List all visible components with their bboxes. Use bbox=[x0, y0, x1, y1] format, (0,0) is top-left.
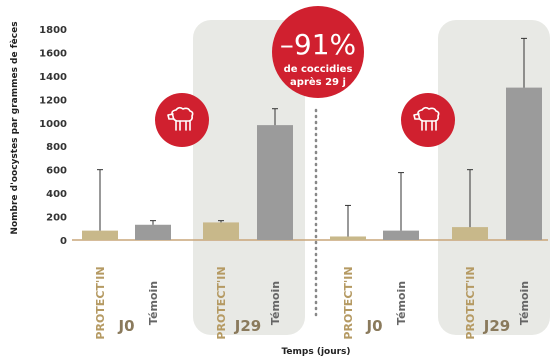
bars bbox=[82, 37, 542, 240]
bar bbox=[452, 227, 488, 240]
group-label: J29 bbox=[234, 317, 261, 335]
x-axis-label: Temps (jours) bbox=[281, 347, 350, 357]
y-tick-label: 200 bbox=[46, 213, 67, 224]
category-label: Témoin bbox=[395, 281, 408, 325]
bar bbox=[257, 125, 293, 240]
y-tick-label: 0 bbox=[60, 236, 67, 247]
y-tick-label: 1800 bbox=[39, 25, 67, 36]
bar bbox=[506, 87, 542, 240]
category-label: PROTECT'IN bbox=[215, 266, 228, 339]
bar bbox=[330, 236, 366, 240]
sheep-icon bbox=[155, 93, 209, 147]
reduction-line2: après 29 j bbox=[290, 76, 346, 88]
highlight-panel bbox=[193, 20, 305, 335]
reduction-value: –91% bbox=[280, 28, 356, 61]
y-tick-label: 800 bbox=[46, 142, 67, 153]
category-label: PROTECT'IN bbox=[464, 266, 477, 339]
y-tick-label: 1200 bbox=[39, 95, 67, 106]
highlight-panels bbox=[193, 20, 550, 335]
reduction-line1: de coccidies bbox=[284, 64, 353, 75]
category-labels: PROTECT'IN Témoin PROTECT'IN Témoin PROTECT'… bbox=[94, 266, 531, 339]
y-tick-label: 1600 bbox=[39, 48, 67, 59]
y-tick-label: 600 bbox=[46, 166, 67, 177]
bar bbox=[135, 224, 171, 240]
y-tick-label: 1000 bbox=[39, 119, 67, 130]
category-label: PROTECT'IN bbox=[342, 266, 355, 339]
category-label: Témoin bbox=[269, 281, 282, 325]
bar bbox=[383, 230, 419, 240]
sheep-icon bbox=[401, 93, 455, 147]
y-axis: 0 200 400 600 800 1000 1200 1400 1600 1800 bbox=[39, 25, 548, 247]
group-label: J29 bbox=[483, 317, 510, 335]
y-tick-label: 1400 bbox=[39, 72, 67, 83]
bar bbox=[82, 230, 118, 240]
group-label: J0 bbox=[365, 317, 382, 335]
category-label: Témoin bbox=[147, 281, 160, 325]
y-axis-label: Nombre d'oocystes par grammes de fèces bbox=[9, 21, 20, 234]
y-tick-label: 400 bbox=[46, 189, 67, 200]
category-label: Témoin bbox=[518, 281, 531, 325]
group-label: J0 bbox=[117, 317, 134, 335]
bar bbox=[203, 222, 239, 240]
reduction-badge: –91% de coccidies après 29 j bbox=[272, 6, 364, 98]
category-label: PROTECT'IN bbox=[94, 266, 107, 339]
group-labels: J0 J29 J0 J29 bbox=[117, 317, 510, 335]
